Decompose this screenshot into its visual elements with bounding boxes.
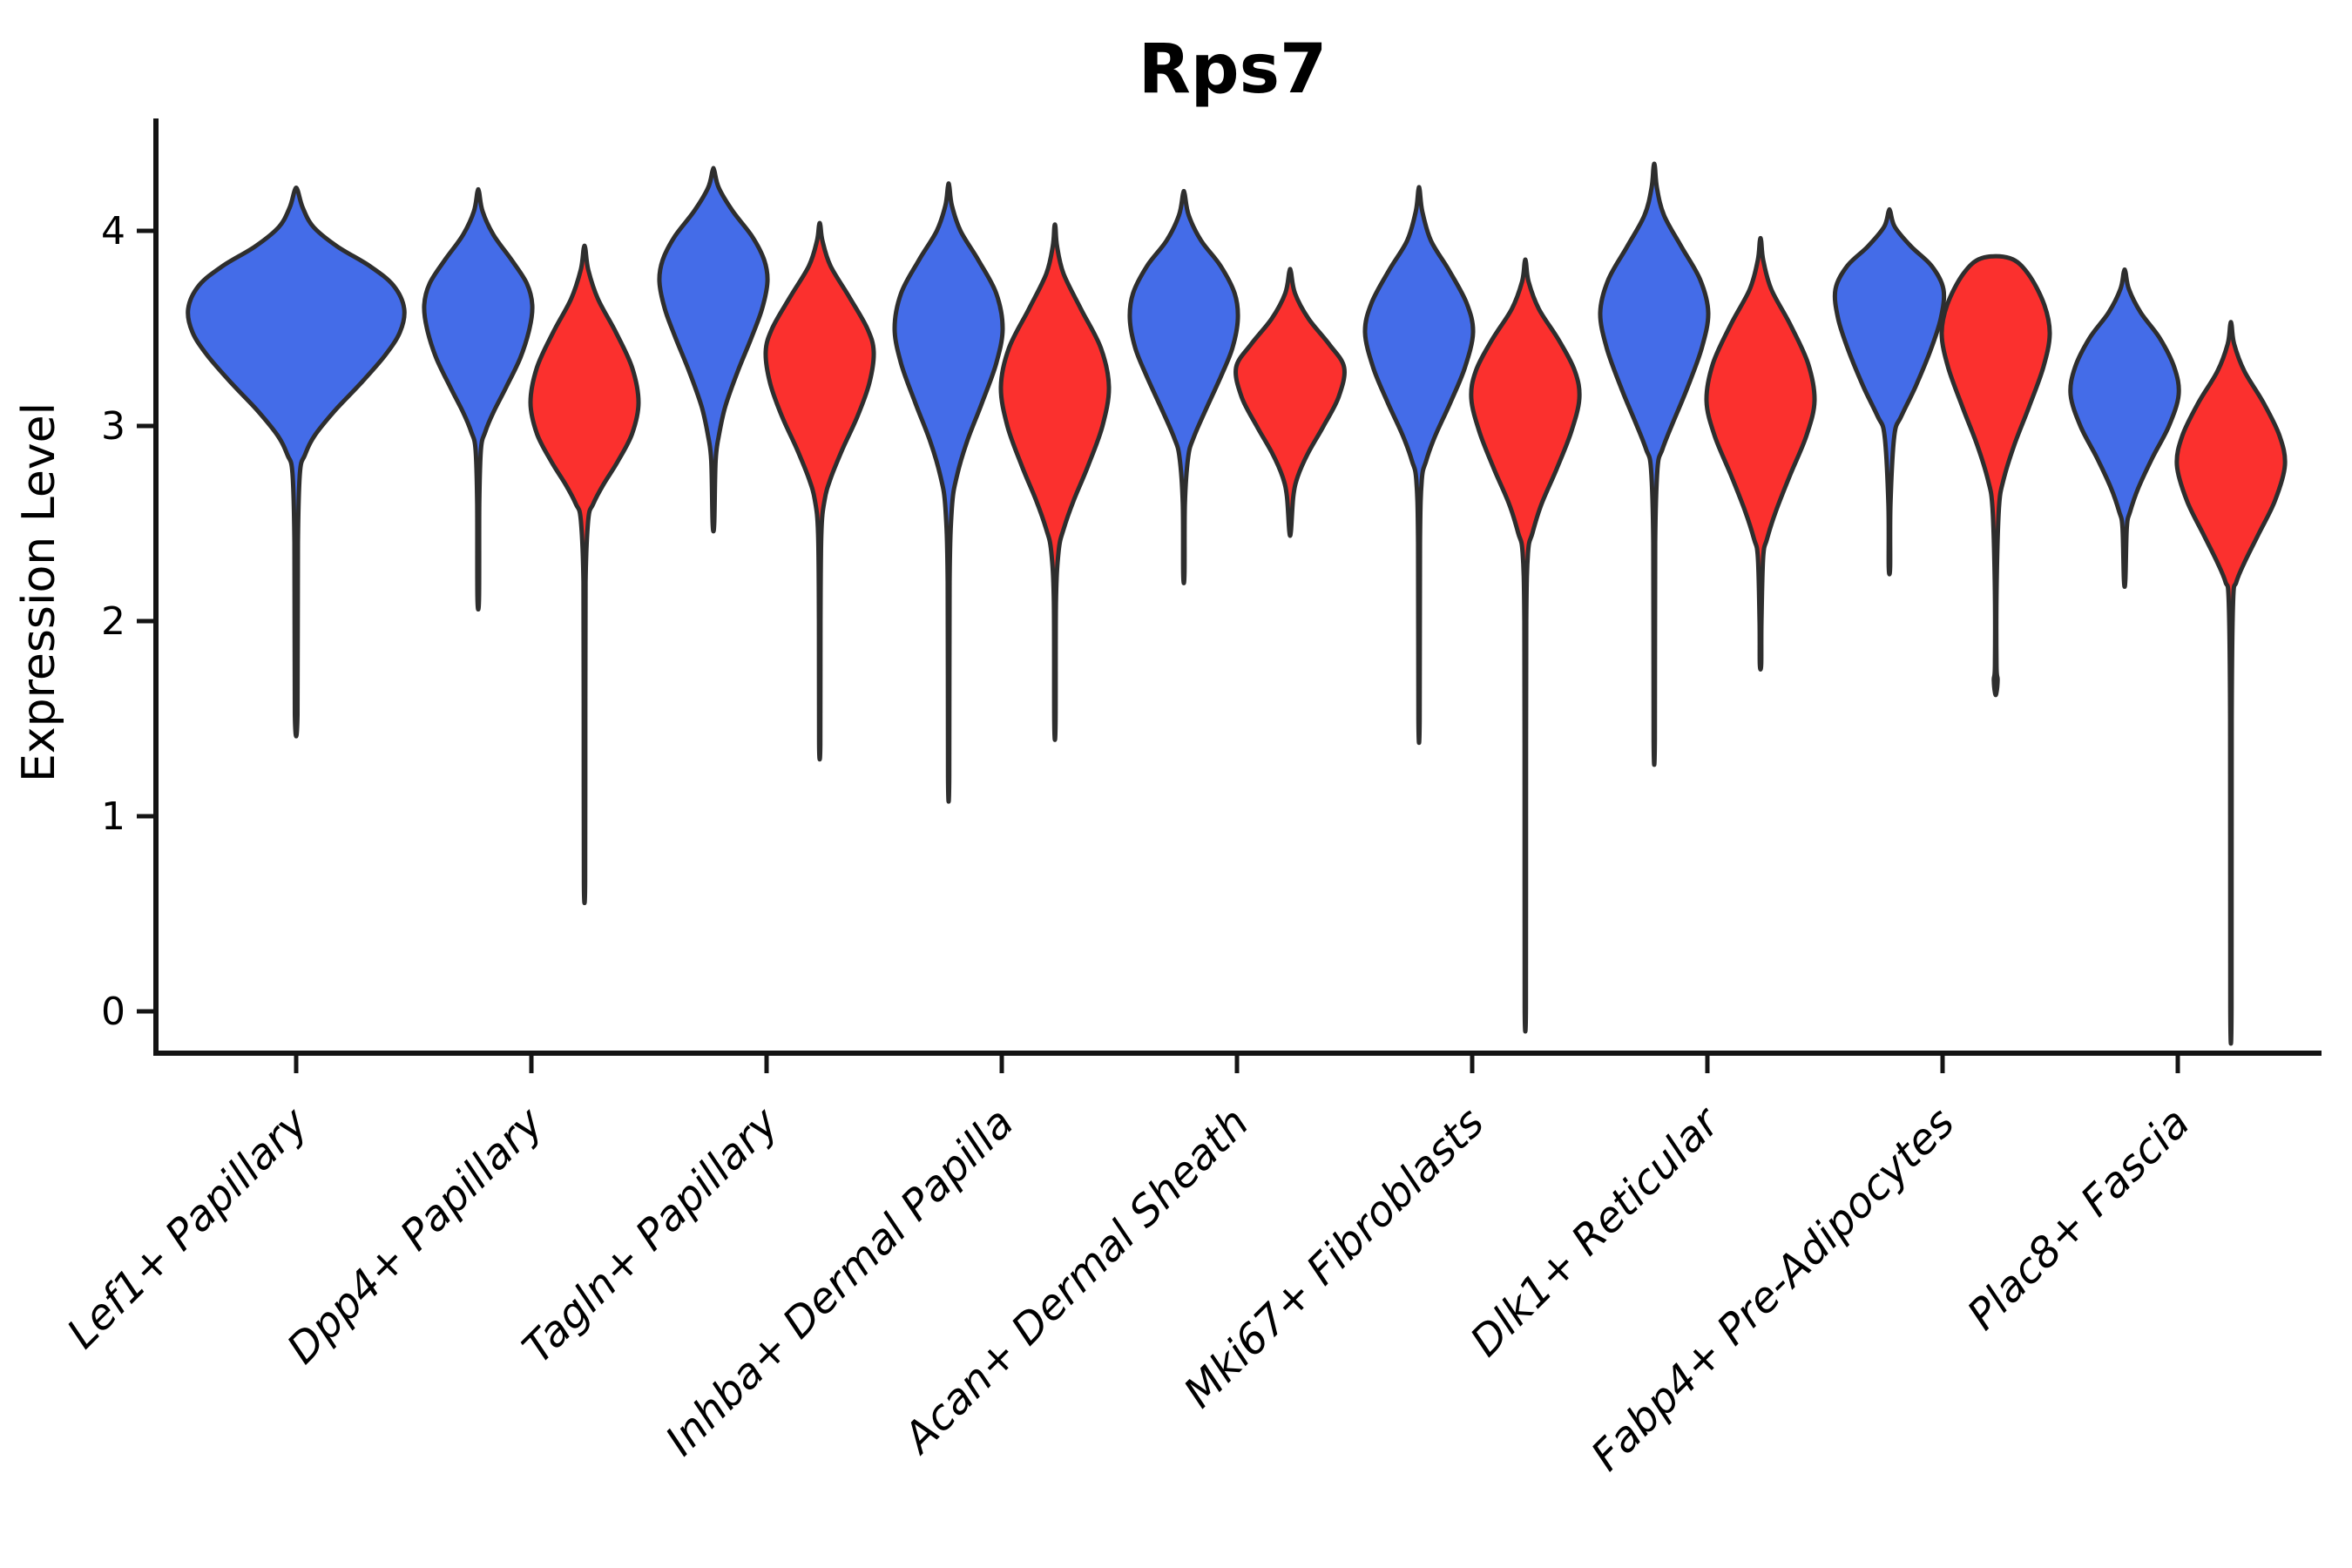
violins-layer [186, 161, 2288, 1046]
violin-inhba-dermal-papilla-blue [892, 181, 1005, 804]
violin-acan-dermal-sheath-blue [1127, 188, 1240, 585]
y-ticklabel-1: 1 [101, 794, 125, 839]
violin-mki67-fibroblasts-red [1469, 257, 1582, 1034]
y-tickmarks [137, 228, 156, 1014]
y-ticklabel-0: 0 [101, 990, 125, 1034]
y-ticklabel-3: 3 [101, 404, 125, 449]
violin-tagln-papillary-red [763, 220, 876, 762]
x-ticklabel-tagln-papillary: Tagln+ Papillary [513, 1098, 788, 1373]
violin-tagln-papillary-blue [657, 166, 770, 534]
chart-title: Rps7 [1139, 30, 1328, 109]
violin-dpp4-papillary-red [528, 243, 641, 906]
y-axis-label: Expression Level [13, 402, 65, 782]
x-ticklabel-lef1-papillary: Lef1+ Papillary [57, 1098, 318, 1358]
x-ticklabels: Lef1+ Papillary Dpp4+ Papillary Tagln+ P… [57, 1097, 2199, 1481]
violin-acan-dermal-sheath-red [1233, 267, 1347, 538]
y-ticklabel-2: 2 [101, 599, 125, 644]
y-ticklabel-4: 4 [101, 209, 125, 253]
violin-mki67-fibroblasts-blue [1362, 185, 1476, 745]
violin-dlk1-reticular-blue [1598, 161, 1711, 767]
violin-fabp4-pre-adipocytes-red [1939, 253, 2052, 698]
x-ticklabel-dlk1-reticular: Dlk1+ Reticular [1461, 1097, 1731, 1367]
violin-lef1-papillary-blue [186, 185, 407, 739]
violin-dlk1-reticular-red [1704, 235, 1817, 672]
x-ticklabel-dpp4-papillary: Dpp4+ Papillary [278, 1098, 553, 1373]
violin-fabp4-pre-adipocytes-blue [1832, 206, 1947, 577]
violin-plac8-fascia-red [2174, 320, 2288, 1046]
violin-inhba-dermal-papilla-red [998, 222, 1112, 742]
x-ticklabel-plac8-fascia: Plac8+ Fascia [1958, 1098, 2200, 1340]
violin-plac8-fascia-blue [2068, 267, 2181, 589]
x-tickmarks [294, 1053, 2180, 1073]
y-ticklabels: 0 1 2 3 4 [101, 209, 125, 1034]
violin-dpp4-papillary-blue [422, 186, 535, 612]
